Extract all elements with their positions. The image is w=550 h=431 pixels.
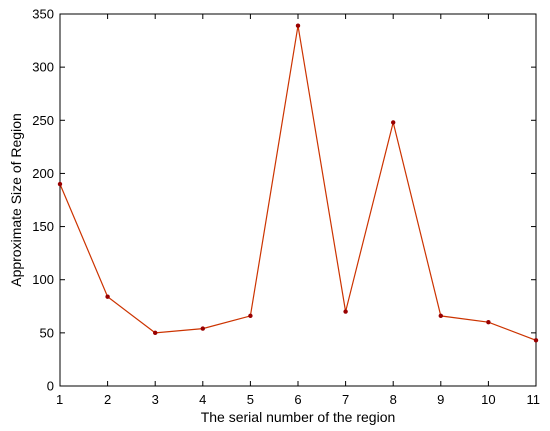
data-point <box>153 330 158 336</box>
y-tick-label: 100 <box>32 272 54 287</box>
y-tick-label: 0 <box>47 379 54 394</box>
x-tick-label: 9 <box>437 392 444 407</box>
data-point <box>57 181 63 187</box>
data-point <box>295 23 301 28</box>
data-point <box>200 326 205 331</box>
x-tick-label: 3 <box>152 392 159 407</box>
x-tick-label: 4 <box>199 392 206 407</box>
x-tick-label: 5 <box>247 392 254 407</box>
data-point <box>533 338 539 343</box>
y-axis-ticks: 0 50 100 150 200 250 300 350 <box>32 7 536 394</box>
y-tick-label: 150 <box>32 219 54 234</box>
x-tick-label: 8 <box>390 392 397 407</box>
x-axis-label: The serial number of the region <box>201 409 396 425</box>
y-tick-label: 250 <box>32 113 54 128</box>
y-axis-label: Approximate Size of Region <box>8 113 24 287</box>
data-point <box>105 294 110 299</box>
y-tick-label: 200 <box>32 166 54 181</box>
series-points <box>57 23 539 343</box>
y-tick-label: 50 <box>40 325 54 340</box>
data-point <box>486 320 491 325</box>
data-point <box>391 120 396 125</box>
x-tick-label: 11 <box>527 392 541 407</box>
data-point <box>438 313 443 319</box>
x-tick-label: 7 <box>342 392 349 407</box>
x-tick-label: 10 <box>481 392 495 407</box>
y-tick-label: 350 <box>32 7 54 22</box>
data-point <box>343 309 348 314</box>
x-tick-label: 6 <box>294 392 301 407</box>
x-tick-label: 2 <box>104 392 111 407</box>
plot-area <box>59 13 537 387</box>
y-tick-label: 300 <box>32 60 54 75</box>
data-point <box>248 313 253 319</box>
x-tick-label: 1 <box>56 392 63 407</box>
x-axis-ticks: 1 2 3 4 5 6 7 8 9 10 11 <box>56 14 540 407</box>
